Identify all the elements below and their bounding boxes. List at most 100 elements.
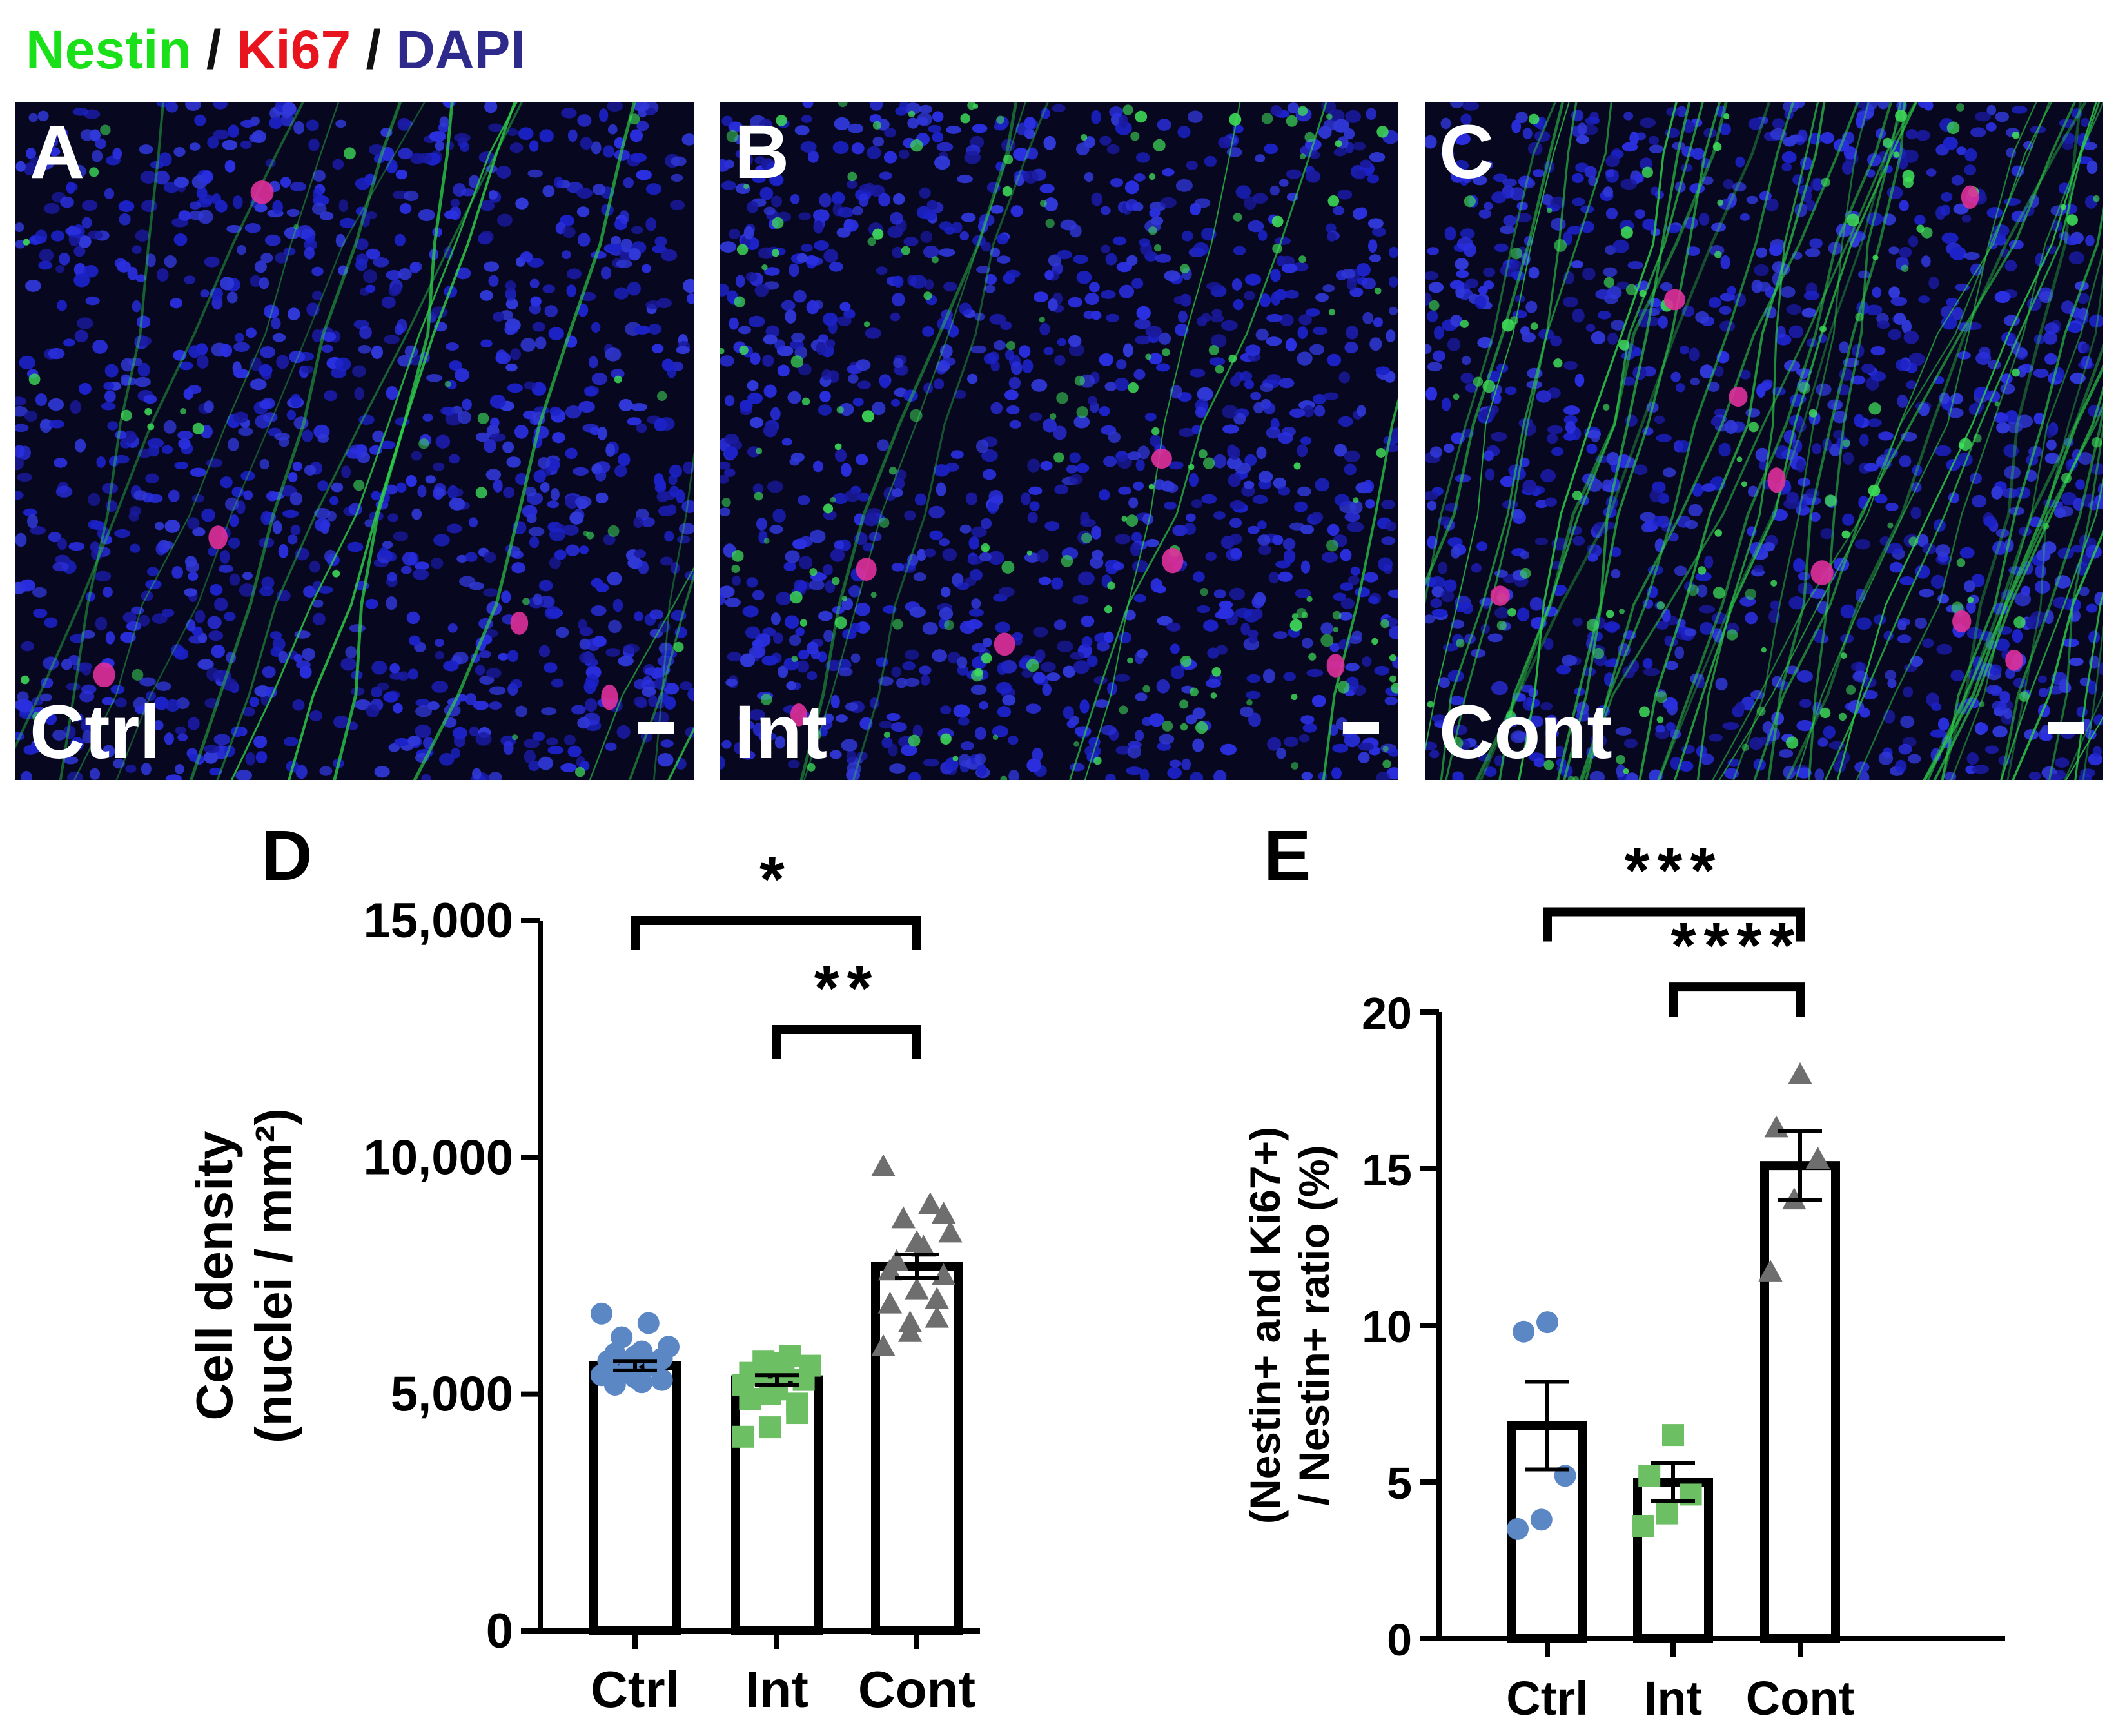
micrograph-image-b [720, 102, 1398, 780]
data-point [651, 1369, 673, 1391]
significance-bracket-2 [1669, 982, 1805, 1017]
data-point [938, 1220, 963, 1243]
y-axis-label-line-2: / Nestin+ ratio (%) [1290, 1145, 1338, 1505]
data-point [1513, 1320, 1535, 1343]
y-tick-label: 10 [1362, 1302, 1412, 1352]
data-point [925, 1305, 949, 1328]
data-point [1764, 1115, 1788, 1138]
data-point [759, 1383, 781, 1405]
y-tick-label: 5 [1387, 1458, 1412, 1508]
data-point [766, 1352, 788, 1374]
data-point [1758, 1260, 1783, 1282]
y-tick-label: 10,000 [364, 1130, 513, 1185]
chart-d-cell-density: D 0 5,000 10,000 15,000 Cell density(nuclei /… [186, 816, 980, 1718]
micrograph-panel-b: B Int [720, 102, 1398, 780]
y-tick-label: 15,000 [364, 893, 513, 948]
dapi-nuclei [15, 102, 694, 780]
x-tick-label-ctrl: Ctrl [591, 1661, 680, 1718]
legend-ki67: Ki67 [236, 19, 351, 80]
data-point [1536, 1311, 1558, 1334]
data-point [631, 1371, 653, 1394]
data-points-int [1632, 1424, 1702, 1537]
dapi-nuclei [720, 102, 1398, 780]
y-axis-label: Cell density(nuclei / mm²) [186, 1108, 302, 1443]
x-tick-label-int: Int [745, 1661, 808, 1718]
data-point [897, 1311, 923, 1333]
x-tick-label-int: Int [1644, 1672, 1702, 1725]
significance-label-2: **** [1671, 910, 1803, 982]
data-point [1662, 1424, 1684, 1447]
data-point [877, 1291, 903, 1314]
micrograph-panel-a: A Ctrl [15, 102, 694, 780]
bar-cont [871, 1262, 963, 1635]
data-point [611, 1326, 633, 1349]
data-point [732, 1425, 754, 1448]
y-tick-label: 15 [1362, 1145, 1412, 1195]
significance-label-2: ** [814, 952, 880, 1024]
data-point [877, 1258, 903, 1281]
y-tick-label: 20 [1362, 988, 1412, 1039]
panel-label-int: Int [734, 690, 828, 775]
y-tick-label: 0 [486, 1604, 513, 1659]
data-points-int [732, 1345, 821, 1448]
y-tick-label: 5,000 [391, 1367, 513, 1422]
y-axis-label-line-1: (Nestin+ and Ki67+) [1241, 1127, 1289, 1524]
data-point [786, 1392, 808, 1415]
data-point [905, 1277, 929, 1300]
micrograph-image-c [1425, 102, 2103, 780]
x-tick-label-cont: Cont [858, 1661, 975, 1718]
data-point [931, 1202, 956, 1224]
nestin-fibers [799, 102, 1398, 780]
data-point [651, 1347, 673, 1370]
data-point [1805, 1147, 1830, 1169]
bar-cont [1760, 1161, 1840, 1643]
data-point [759, 1416, 781, 1439]
chart-panel-letter: E [1264, 816, 1311, 895]
nestin-fibers [1425, 102, 2103, 780]
data-point [1507, 1517, 1529, 1540]
scale-bar-c [2048, 722, 2084, 734]
data-point [1632, 1515, 1654, 1537]
bar-ctrl [589, 1361, 681, 1635]
data-point [1638, 1465, 1661, 1487]
micrograph-panel-c: C Cont [1425, 102, 2103, 780]
scale-bar-b [1343, 722, 1379, 734]
significance-label-1: *** [1625, 834, 1723, 906]
panel-label-ctrl: Ctrl [30, 690, 161, 775]
data-point [1656, 1502, 1678, 1525]
data-point [591, 1302, 612, 1325]
chart-e-nestin-ki67-ratio: E 0 5 10 15 20 (Nestin+ and Ki67+)/ Nestin+ ra… [1241, 816, 2005, 1725]
legend-nestin: Nestin [26, 19, 191, 80]
significance-bracket-2 [772, 1024, 921, 1059]
data-point [871, 1154, 896, 1176]
data-point [1788, 1062, 1812, 1084]
significance-label-1: * [759, 843, 792, 915]
data-point [905, 1230, 929, 1253]
ki67-cells [790, 448, 1345, 727]
significance-bracket-1 [631, 916, 921, 950]
data-point [918, 1192, 943, 1214]
scale-bar-a [638, 722, 674, 734]
data-point [925, 1287, 949, 1309]
ki67-cells [93, 180, 618, 710]
legend-separator-1: / [191, 19, 237, 80]
legend-separator-2: / [351, 19, 397, 80]
micrograph-image-a [15, 102, 694, 780]
chart-panel-letter: D [261, 816, 312, 895]
panel-letter-b: B [734, 110, 790, 195]
y-axis-label-line-2: (nuclei / mm²) [245, 1108, 302, 1443]
nestin-fibers [15, 102, 694, 780]
data-point [597, 1361, 620, 1384]
data-point [637, 1312, 660, 1334]
panel-label-cont: Cont [1439, 690, 1612, 775]
y-tick-label: 0 [1387, 1615, 1412, 1665]
x-tick-label-cont: Cont [1746, 1672, 1855, 1725]
stain-legend: Nestin / Ki67 / DAPI [26, 14, 525, 85]
data-point [739, 1361, 761, 1384]
nestin-cells [21, 113, 684, 777]
legend-dapi: DAPI [396, 19, 525, 80]
data-point [799, 1354, 821, 1377]
panel-letter-c: C [1439, 110, 1494, 195]
significance-bracket-1 [1543, 907, 1805, 942]
data-point [871, 1334, 896, 1356]
